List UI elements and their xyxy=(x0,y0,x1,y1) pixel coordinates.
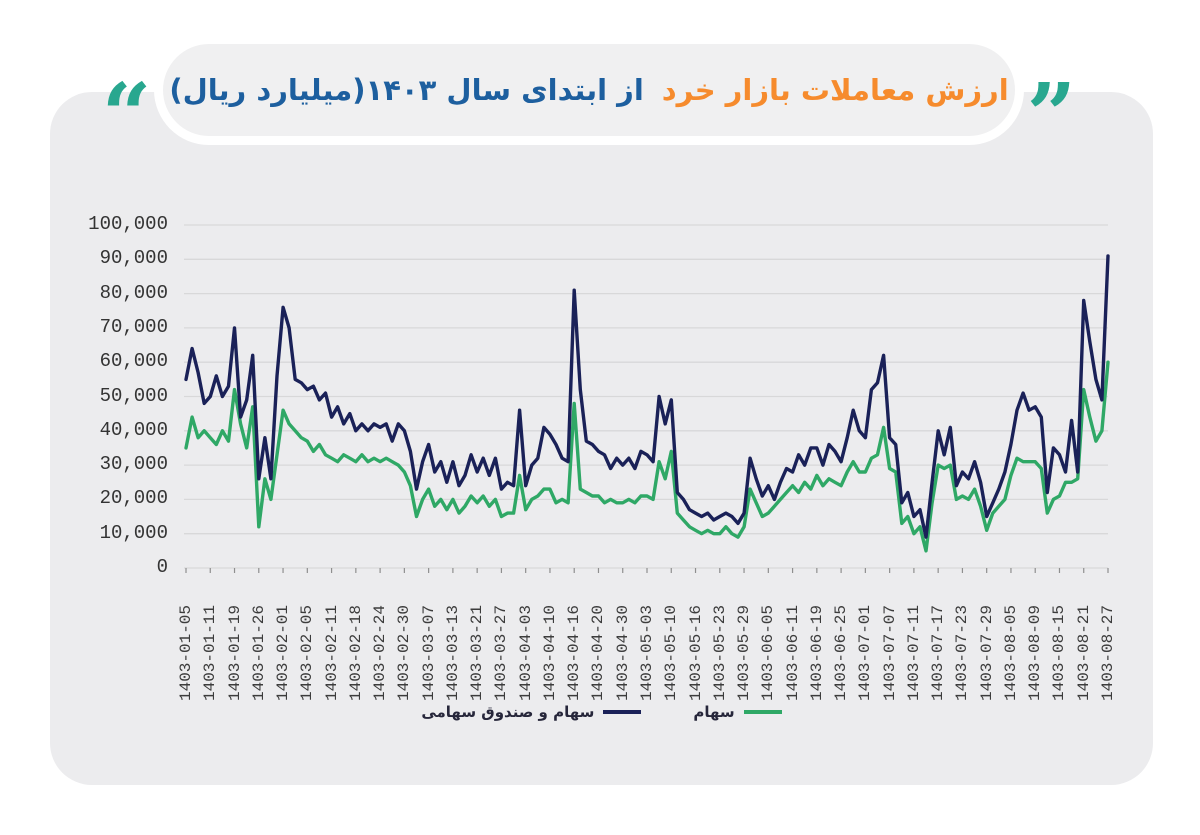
x-tick-label: 1403-08-27 xyxy=(1099,604,1117,701)
y-tick-label: 10,000 xyxy=(99,521,168,544)
y-tick-label: 40,000 xyxy=(99,418,168,441)
x-tick-label: 1403-04-30 xyxy=(613,604,632,701)
x-tick-label: 1403-05-23 xyxy=(710,604,729,701)
x-tick-label: 1403-04-03 xyxy=(516,604,535,701)
x-tick-label: 1403-02-24 xyxy=(371,604,390,701)
x-tick-label: 1403-07-29 xyxy=(977,604,996,701)
y-tick-label: 100,000 xyxy=(88,213,168,235)
x-tick-label: 1403-01-19 xyxy=(225,604,244,701)
legend: سهام و صندوق سهامی سهام xyxy=(50,703,1153,721)
x-tick-label: 1403-04-10 xyxy=(540,604,559,701)
x-tick-label: 1403-06-11 xyxy=(783,604,802,701)
x-tick-label: 1403-05-29 xyxy=(735,604,754,701)
stock-line-swatch xyxy=(743,710,782,714)
x-tick-label: 1403-07-17 xyxy=(929,604,948,701)
x-tick-label: 1403-05-03 xyxy=(638,604,656,701)
x-tick-label: 1403-01-11 xyxy=(201,604,220,701)
y-tick-label: 20,000 xyxy=(99,487,168,510)
x-tick-label: 1403-03-13 xyxy=(443,604,462,701)
page-title-highlight: ارزش معاملات بازار خرد xyxy=(661,73,1009,107)
series-line-1 xyxy=(184,360,1110,553)
y-tick-label: 30,000 xyxy=(99,453,168,476)
fund-legend-label: سهام و صندوق سهامی xyxy=(421,703,595,721)
x-tick-label: 1403-02-18 xyxy=(346,604,365,701)
x-tick-label: 1403-01-26 xyxy=(249,604,268,701)
y-tick-label: 80,000 xyxy=(99,281,168,304)
series-line-0 xyxy=(184,254,1110,539)
x-tick-label: 1403-06-19 xyxy=(807,604,826,701)
x-tick-label: 1403-06-05 xyxy=(759,604,778,701)
x-tick-label: 1403-04-16 xyxy=(565,604,584,701)
x-tick-label: 1403-03-07 xyxy=(419,604,438,701)
legend-item-stock: سهام xyxy=(693,703,782,721)
x-tick-label: 1403-08-09 xyxy=(1026,604,1045,701)
x-tick-label: 1403-06-25 xyxy=(832,604,851,701)
legend-item-fund: سهام و صندوق سهامی xyxy=(421,703,642,721)
x-tick-label: 1403-02-30 xyxy=(395,604,414,701)
x-tick-label: 1403-07-23 xyxy=(953,604,972,701)
x-tick-label: 1403-03-27 xyxy=(492,604,511,701)
x-tick-label: 1403-08-21 xyxy=(1074,604,1093,701)
chart-card xyxy=(50,92,1153,785)
x-tick-label: 1403-08-05 xyxy=(1001,604,1020,701)
x-tick-label: 1403-08-15 xyxy=(1050,604,1069,701)
x-tick-label: 1403-02-11 xyxy=(322,604,341,701)
y-tick-label: 70,000 xyxy=(99,315,168,338)
y-tick-label: 0 xyxy=(156,556,168,578)
x-tick-label: 1403-02-01 xyxy=(274,604,293,701)
fund-line-swatch xyxy=(603,710,642,714)
x-tick-label: 1403-05-16 xyxy=(686,604,705,701)
x-tick-label: 1403-07-01 xyxy=(856,604,875,701)
x-tick-label: 1403-03-21 xyxy=(468,604,487,701)
x-tick-label: 1403-04-20 xyxy=(589,604,608,701)
x-tick-label: 1403-02-05 xyxy=(298,604,317,701)
y-tick-label: 60,000 xyxy=(99,350,168,373)
stock-legend-label: سهام xyxy=(693,703,735,721)
y-tick-label: 50,000 xyxy=(99,384,168,407)
page-title-rest: از ابتدای سال ۱۴۰۳(میلیارد ریال) xyxy=(169,73,644,107)
x-tick-label: 1403-07-11 xyxy=(904,604,923,701)
x-tick-label: 1403-07-07 xyxy=(880,604,899,701)
x-tick-label: 1403-05-10 xyxy=(662,604,681,701)
x-tick-label: 1403-01-05 xyxy=(177,604,195,701)
y-tick-label: 90,000 xyxy=(99,247,168,270)
title-pill: ” ارزش معاملات بازار خرد از ابتدای سال ۱… xyxy=(102,44,1076,159)
